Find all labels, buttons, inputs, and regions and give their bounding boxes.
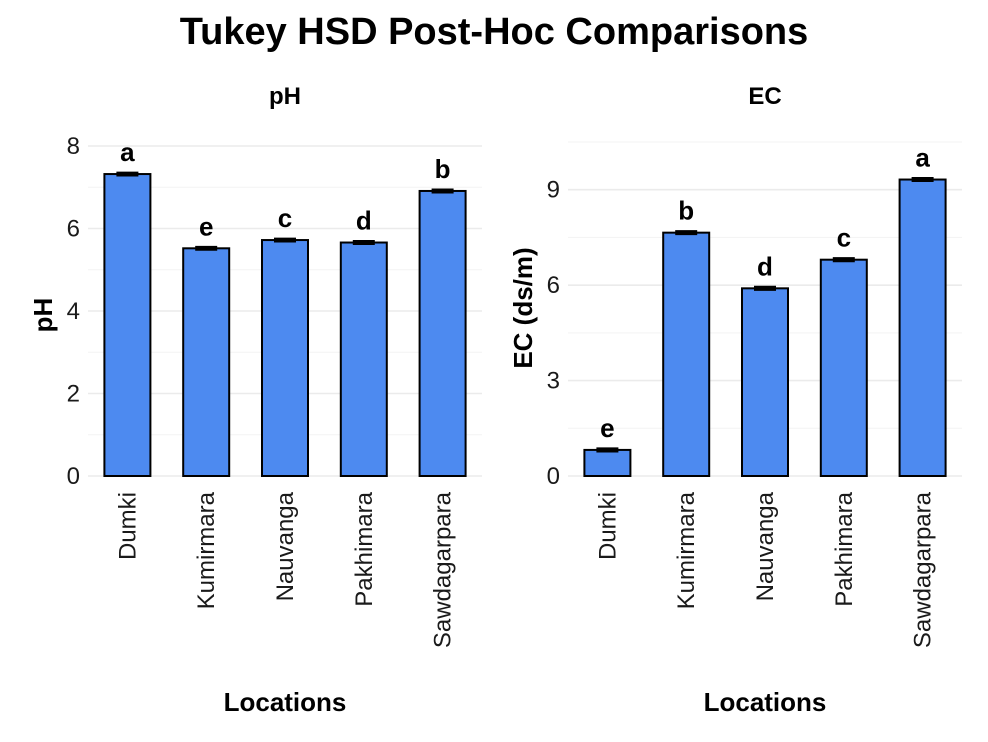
bar-ec-nauvanga bbox=[741, 287, 789, 478]
x-tick-label: Dumki bbox=[594, 492, 621, 560]
x-tick-label: Nauvanga bbox=[272, 491, 299, 601]
x-tick-label: Kumirmara bbox=[193, 491, 220, 609]
bar-ec-kumirmara bbox=[662, 231, 711, 477]
y-tick-label: 6 bbox=[67, 216, 80, 243]
error-bar bbox=[911, 177, 934, 183]
panel-title-ph: pH bbox=[269, 83, 301, 110]
error-bar bbox=[675, 230, 698, 236]
error-bar bbox=[352, 240, 375, 246]
x-tick-label: Pakhimara bbox=[351, 491, 378, 606]
x-tick-label: Sawdagarpara bbox=[910, 491, 937, 648]
y-tick-label: 6 bbox=[547, 272, 560, 299]
bar-ph-nauvanga bbox=[261, 239, 309, 477]
significance-letter: c bbox=[837, 223, 851, 253]
bar-ph-kumirmara bbox=[182, 247, 231, 477]
y-tick-label: 4 bbox=[67, 298, 80, 325]
y-axis-label-ec: EC (ds/m) bbox=[508, 247, 538, 368]
bar-ph-sawdagarpara bbox=[418, 189, 467, 477]
bar-ph-pakhimara bbox=[339, 241, 388, 477]
x-axis-label-ec: Locations bbox=[704, 687, 827, 717]
error-bar bbox=[832, 257, 855, 263]
x-tick-label: Sawdagarpara bbox=[430, 491, 457, 648]
significance-letter: d bbox=[757, 251, 773, 281]
y-tick-label: 0 bbox=[547, 463, 560, 490]
significance-letter: e bbox=[600, 413, 614, 443]
significance-letter: d bbox=[356, 206, 372, 236]
bar-ec-pakhimara bbox=[819, 258, 868, 478]
significance-letter: c bbox=[278, 203, 292, 233]
significance-letter: b bbox=[678, 196, 694, 226]
y-tick-label: 0 bbox=[67, 463, 80, 490]
x-tick-label: Kumirmara bbox=[673, 491, 700, 609]
panel-title-ec: EC bbox=[748, 83, 781, 110]
error-bar bbox=[116, 171, 139, 177]
y-axis-label-ph: pH bbox=[28, 298, 58, 333]
panel-ph: pH pH Locations 0 2 4 6 8 a Dumki e Kumirmara c Na… bbox=[28, 83, 482, 717]
error-bar bbox=[754, 285, 776, 291]
error-bar bbox=[431, 188, 454, 194]
significance-letter: a bbox=[120, 137, 135, 167]
significance-letter: e bbox=[199, 211, 213, 241]
y-tick-label: 8 bbox=[67, 133, 80, 160]
bar-ec-dumki bbox=[583, 448, 632, 478]
significance-letter: a bbox=[915, 143, 930, 173]
main-title: Tukey HSD Post-Hoc Comparisons bbox=[180, 11, 809, 53]
bar-ph-dumki bbox=[103, 173, 152, 478]
y-tick-label: 2 bbox=[67, 381, 80, 408]
panel-ec: EC EC (ds/m) Locations 0 3 6 9 e Dumki b Kumirm… bbox=[508, 83, 962, 717]
x-tick-label: Dumki bbox=[114, 492, 141, 560]
bar-ec-sawdagarpara bbox=[898, 178, 947, 477]
x-tick-label: Pakhimara bbox=[831, 491, 858, 606]
error-bar bbox=[596, 447, 619, 453]
x-tick-label: Nauvanga bbox=[752, 491, 779, 601]
y-tick-label: 9 bbox=[547, 177, 560, 204]
significance-letter: b bbox=[435, 154, 451, 184]
x-axis-label-ph: Locations bbox=[224, 687, 347, 717]
y-tick-label: 3 bbox=[547, 368, 560, 395]
error-bar bbox=[274, 237, 296, 243]
error-bar bbox=[195, 245, 218, 251]
